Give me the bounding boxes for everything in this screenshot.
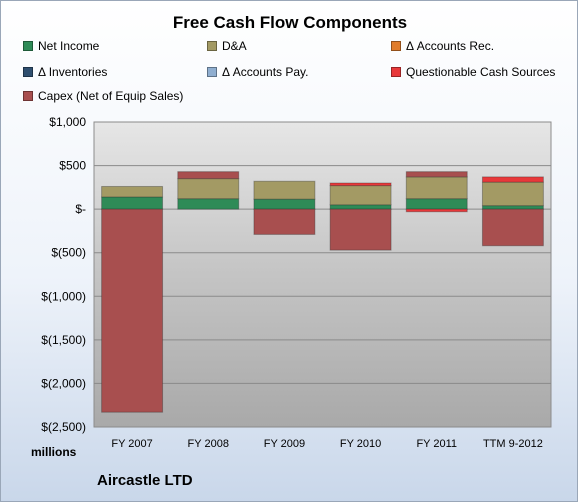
units-label: millions xyxy=(31,445,77,459)
y-tick-label: $(500) xyxy=(51,246,86,260)
y-tick-label: $(1,500) xyxy=(41,333,86,347)
legend-swatch xyxy=(23,41,33,51)
company-name: Aircastle LTD xyxy=(97,472,193,489)
y-tick-label: $(1,000) xyxy=(41,289,86,303)
legend: Net Income D&A Δ Accounts Rec. Δ Invento… xyxy=(1,1,578,111)
legend-label: Capex (Net of Equip Sales) xyxy=(38,89,184,103)
legend-item-accounts-rec: Δ Accounts Rec. xyxy=(391,39,494,53)
bar-segment xyxy=(329,204,392,210)
bar-segment xyxy=(405,198,468,210)
bar-segment xyxy=(329,182,392,187)
bar-segment xyxy=(101,196,164,210)
legend-label: Questionable Cash Sources xyxy=(406,65,556,79)
plot-area xyxy=(93,121,552,428)
legend-swatch xyxy=(391,41,401,51)
legend-label: Δ Accounts Pay. xyxy=(222,65,309,79)
bar-segment xyxy=(405,171,468,178)
legend-item-net-income: Net Income xyxy=(23,39,99,53)
y-tick-label: $(2,500) xyxy=(41,420,86,434)
legend-swatch xyxy=(23,67,33,77)
y-tick-label: $- xyxy=(75,202,86,216)
bar-segment xyxy=(101,185,164,198)
y-tick-label: $(2,000) xyxy=(41,376,86,390)
bar-segment xyxy=(101,208,164,413)
bar-segment xyxy=(405,208,468,213)
x-category-label: FY 2009 xyxy=(264,438,305,450)
y-tick-label: $1,000 xyxy=(49,115,86,129)
bar-segment xyxy=(481,176,544,183)
y-tick-label: $500 xyxy=(59,159,86,173)
legend-item-da: D&A xyxy=(207,39,247,53)
legend-item-capex: Capex (Net of Equip Sales) xyxy=(23,89,183,103)
bar-segment xyxy=(329,208,392,251)
bar-segment xyxy=(405,176,468,200)
bar-segment xyxy=(481,181,544,207)
bar-segment xyxy=(253,198,316,210)
x-category-label: FY 2010 xyxy=(340,438,381,450)
legend-label: Δ Accounts Rec. xyxy=(406,39,495,53)
bar-segment xyxy=(177,178,240,200)
chart-title: Free Cash Flow Components xyxy=(172,13,408,32)
x-category-label: TTM 9-2012 xyxy=(483,438,543,450)
x-category-label: FY 2011 xyxy=(416,438,457,450)
bar-segment xyxy=(329,185,392,206)
bar-segment xyxy=(177,198,240,210)
legend-item-inventories: Δ Inventories xyxy=(23,65,107,79)
legend-item-questionable: Questionable Cash Sources xyxy=(391,65,555,79)
legend-label: Δ Inventories xyxy=(38,65,108,79)
legend-swatch xyxy=(207,67,217,77)
legend-label: Net Income xyxy=(38,39,100,53)
bar-segment xyxy=(177,171,240,180)
bar-segment xyxy=(253,180,316,200)
legend-label: D&A xyxy=(222,39,247,53)
x-category-label: FY 2007 xyxy=(111,438,152,450)
bar-segment xyxy=(253,208,316,235)
legend-item-accounts-pay: Δ Accounts Pay. xyxy=(207,65,309,79)
legend-swatch xyxy=(23,91,33,101)
bar-segment xyxy=(481,208,544,247)
bar-segment xyxy=(481,205,544,210)
legend-swatch xyxy=(391,67,401,77)
x-category-label: FY 2008 xyxy=(188,438,229,450)
legend-swatch xyxy=(207,41,217,51)
